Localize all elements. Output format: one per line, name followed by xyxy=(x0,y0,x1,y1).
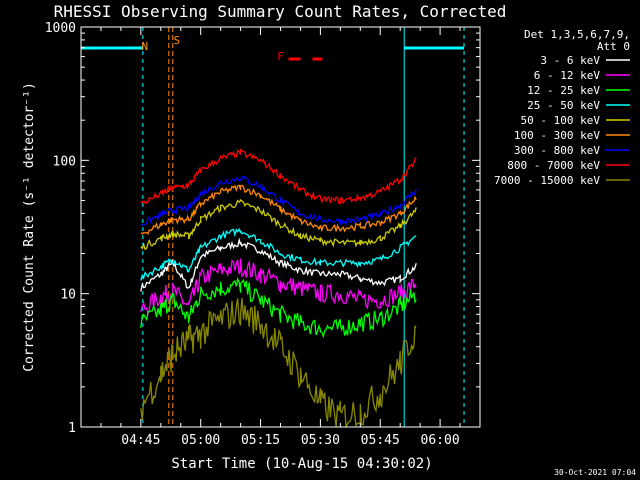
series-line-2 xyxy=(140,277,417,339)
annotation-n: N xyxy=(142,40,149,53)
y-tick-label: 100 xyxy=(53,154,76,169)
y-tick-label: 10 xyxy=(60,288,76,303)
legend-label: 100 - 300 keV xyxy=(514,129,600,142)
y-tick-label: 1 xyxy=(68,421,76,436)
annotation-s: S xyxy=(173,34,180,47)
x-tick-label: 06:00 xyxy=(421,433,460,448)
series-line-0 xyxy=(140,237,417,292)
series-line-1 xyxy=(140,258,417,316)
legend-header: Att 0 xyxy=(597,40,630,53)
legend-label: 800 - 7000 keV xyxy=(507,159,600,172)
x-tick-label: 05:00 xyxy=(181,433,220,448)
chart-title: RHESSI Observing Summary Count Rates, Co… xyxy=(54,2,507,21)
legend-label: 3 - 6 keV xyxy=(540,54,600,67)
legend-label: 50 - 100 keV xyxy=(521,114,601,127)
legend-label: 12 - 25 keV xyxy=(527,84,600,97)
x-axis-label: Start Time (10-Aug-15 04:30:02) xyxy=(171,456,432,472)
x-tick-label: 05:45 xyxy=(361,433,400,448)
series-line-4 xyxy=(140,198,417,251)
y-axis-label: Corrected Count Rate (s⁻¹ detector⁻¹) xyxy=(22,82,37,372)
axes: 1 10 100 1000 04:45 05:00 05:15 05:30 05:45 06:00 xyxy=(45,21,481,448)
series-line-7 xyxy=(140,148,417,205)
x-tick-label: 05:15 xyxy=(241,433,280,448)
legend-label: 7000 - 15000 keV xyxy=(494,174,600,187)
legend-label: 300 - 800 keV xyxy=(514,144,600,157)
legend: Det 1,3,5,6,7,9,Att 03 - 6 keV 6 - 12 keV… xyxy=(494,28,630,187)
legend-label: 6 - 12 keV xyxy=(534,69,601,82)
plot-area: N S F xyxy=(80,27,465,428)
annotation-f: F xyxy=(277,50,284,63)
series-line-6 xyxy=(140,175,417,227)
series-line-8 xyxy=(140,298,417,428)
series-line-3 xyxy=(140,227,417,281)
series-line-5 xyxy=(140,184,417,235)
x-tick-label: 04:45 xyxy=(121,433,160,448)
legend-label: 25 - 50 keV xyxy=(527,99,600,112)
legend-header: Det 1,3,5,6,7,9, xyxy=(524,28,630,41)
timestamp: 30-Oct-2021 07:04 xyxy=(554,468,636,477)
x-tick-label: 05:30 xyxy=(301,433,340,448)
y-tick-label: 1000 xyxy=(45,21,76,36)
